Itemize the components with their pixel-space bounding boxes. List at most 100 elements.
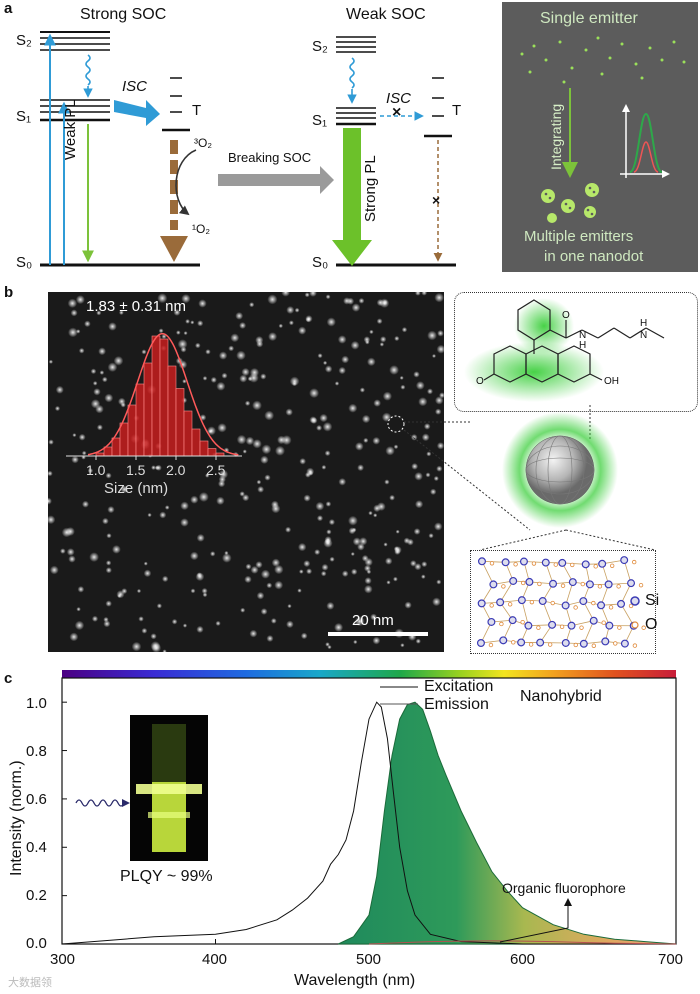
histogram-bar [159,338,169,457]
tem-particle [399,375,404,380]
tem-particle [369,329,374,335]
tem-particle [48,497,52,505]
tem-particle [365,339,370,345]
tem-particle [386,580,391,585]
tem-particle [309,416,317,424]
tem-particles [48,292,444,652]
tem-particle [421,561,428,568]
tem-particle [121,588,128,595]
o-atom [601,620,606,625]
excitation-line [61,701,676,945]
tem-particle [334,622,344,632]
tem-particle [249,629,258,638]
hist-tick-3: 2.0 [166,462,186,478]
tem-particle [173,308,181,316]
scale-bar-label: 20 nm [352,612,394,629]
tem-particle [98,347,106,356]
tem-particle [236,434,247,445]
tem-particle [324,365,333,373]
tem-particle [413,528,421,535]
tem-particle [215,620,221,626]
tem-particle [216,381,226,391]
tem-particle [436,442,444,450]
o-atom [573,605,578,610]
panel-c-letter: c [4,670,13,687]
o-atom [550,600,555,606]
histogram-bar [143,362,153,457]
histogram-bar [191,428,201,457]
tem-particle [48,470,53,477]
tem-particle [334,381,340,386]
hist-tick-2: 1.5 [126,462,146,478]
si-atom [568,578,577,587]
tem-particle [89,552,99,562]
o-atom [507,602,513,607]
tem-particle [96,310,102,316]
tem-particle [141,627,148,634]
tem-particle [107,506,115,514]
tem-particle [292,381,297,387]
breaking-soc-label: Breaking SOC [228,150,312,165]
hist-xlabel: Size (nm) [104,480,169,497]
tem-particle [382,391,392,401]
tem-particle [367,357,376,367]
tem-particle [346,297,355,305]
plqy-label: PLQY ~ 99% [120,868,213,885]
tem-particle [368,510,373,516]
tem-particle [404,601,412,609]
tem-particle [425,472,431,478]
tem-particle [415,500,424,509]
tem-particle [120,485,129,494]
tem-particle [439,392,444,399]
histogram-bar [175,388,185,457]
tem-particle [120,402,126,408]
tem-particle [300,632,308,640]
o-atom [580,581,586,587]
tem-particle [105,560,112,566]
tem-particle [394,335,400,342]
tem-particle [421,574,426,579]
tem-particle [437,330,444,337]
s2-label-right: S₂ [312,38,328,55]
tem-particle [350,340,360,350]
tem-particle [435,408,442,415]
tem-particle [77,586,85,593]
tem-particle [221,372,228,379]
tem-particle [257,486,265,493]
tem-particle [235,312,244,320]
nanodot-sphere [502,412,618,528]
xtick-2: 500 [356,951,382,968]
tem-particle [264,410,275,421]
tem-particle [278,323,283,329]
weak-pl-label: Weak PL [62,99,79,160]
o-atom [608,605,614,610]
o2-triplet-label: ³O₂ [194,136,212,150]
s1-label-left: S₁ [16,108,32,125]
weak-soc-title: Weak SOC [346,6,426,23]
si-atom [627,579,636,588]
tem-image [48,292,444,652]
tem-particle [275,445,285,456]
tem-particle [379,342,385,347]
tem-particle [236,350,246,361]
o-atom [559,624,565,630]
tem-particle [351,303,361,312]
tem-particle [113,356,124,366]
tem-particle [348,527,356,535]
strong-soc-levels [40,31,200,267]
tem-particle [266,635,274,642]
c-ylabel: Intensity (norm.) [8,760,25,876]
tem-particle [414,472,423,481]
tem-particle [105,567,112,574]
tem-particle [376,299,384,307]
tem-particle [102,517,109,525]
tem-particle [81,450,87,456]
si-atom [597,601,606,610]
tem-particle [245,563,252,570]
tem-particle [264,474,271,481]
o-atom [489,603,494,608]
o-atom [499,621,504,627]
histogram-bar [199,440,209,457]
tem-particle [358,297,365,304]
tem-particle [230,333,240,343]
